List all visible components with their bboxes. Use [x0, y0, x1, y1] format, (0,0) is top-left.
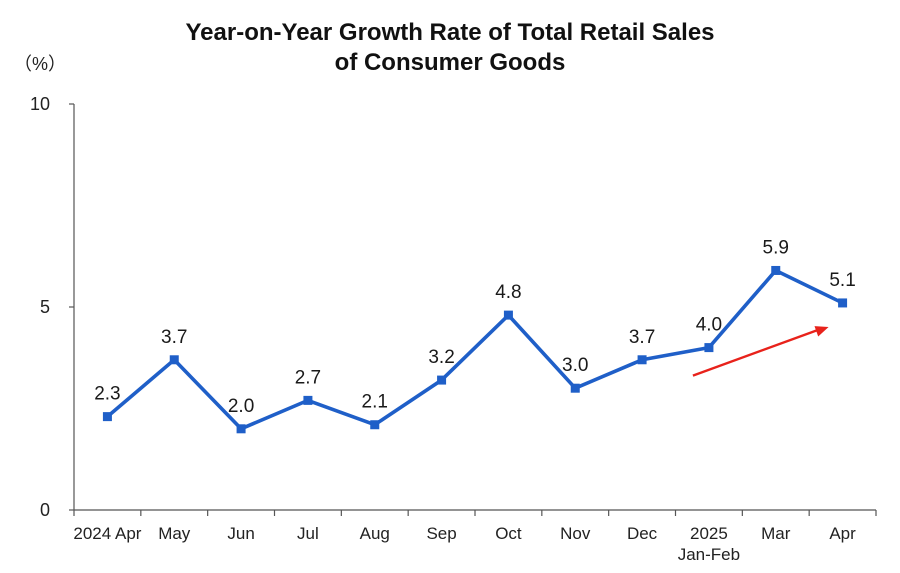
x-tick-label: Aug: [360, 524, 390, 543]
data-label: 3.0: [562, 355, 588, 376]
data-point-marker: [771, 265, 781, 275]
data-point-marker: [437, 375, 447, 385]
x-tick-label: Mar: [761, 524, 791, 543]
data-point-marker: [637, 355, 647, 365]
data-label: 4.8: [495, 282, 521, 303]
y-tick-label: 0: [40, 500, 50, 520]
data-label: 2.3: [94, 384, 120, 405]
x-tick-label: Apr: [829, 524, 856, 543]
x-tick-label: 2024 Apr: [73, 524, 141, 543]
data-label: 2.7: [295, 367, 321, 388]
data-point-marker: [838, 298, 848, 308]
data-point-marker: [102, 412, 112, 422]
trend-arrow-line: [692, 327, 821, 377]
chart-title-line-2: of Consumer Goods: [334, 49, 566, 76]
trend-arrow-head: [814, 326, 829, 337]
data-label: 4.0: [696, 315, 722, 336]
x-tick-label: Sep: [426, 524, 456, 543]
data-point-marker: [303, 395, 313, 405]
data-label: 3.7: [629, 327, 655, 348]
data-point-marker: [503, 310, 513, 320]
x-tick-label: Jun: [227, 524, 254, 543]
y-tick-label: 10: [30, 94, 50, 114]
data-point-marker: [169, 355, 179, 365]
data-point-marker: [370, 420, 380, 430]
x-tick-label: Nov: [560, 524, 591, 543]
y-tick-label: 5: [40, 297, 50, 317]
data-label: 5.1: [829, 270, 855, 291]
data-point-marker: [570, 383, 580, 393]
x-tick-label: Jan-Feb: [678, 545, 740, 564]
data-label: 5.9: [763, 237, 789, 258]
x-tick-label: Oct: [495, 524, 522, 543]
data-label: 2.0: [228, 396, 254, 417]
x-tick-label: May: [158, 524, 191, 543]
data-label: 2.1: [362, 392, 388, 413]
data-point-marker: [236, 424, 246, 434]
x-tick-label: Dec: [627, 524, 658, 543]
chart-title-line-1: Year-on-Year Growth Rate of Total Retail…: [185, 19, 715, 46]
x-tick-label: 2025: [690, 524, 728, 543]
y-axis-unit-label: （%）: [14, 54, 67, 74]
data-label: 3.7: [161, 327, 187, 348]
x-tick-label: Jul: [297, 524, 319, 543]
data-point-marker: [704, 343, 714, 353]
chart-title: Year-on-Year Growth Rate of Total Retail…: [0, 18, 900, 78]
series-line: [106, 268, 844, 431]
data-label: 3.2: [428, 347, 454, 368]
